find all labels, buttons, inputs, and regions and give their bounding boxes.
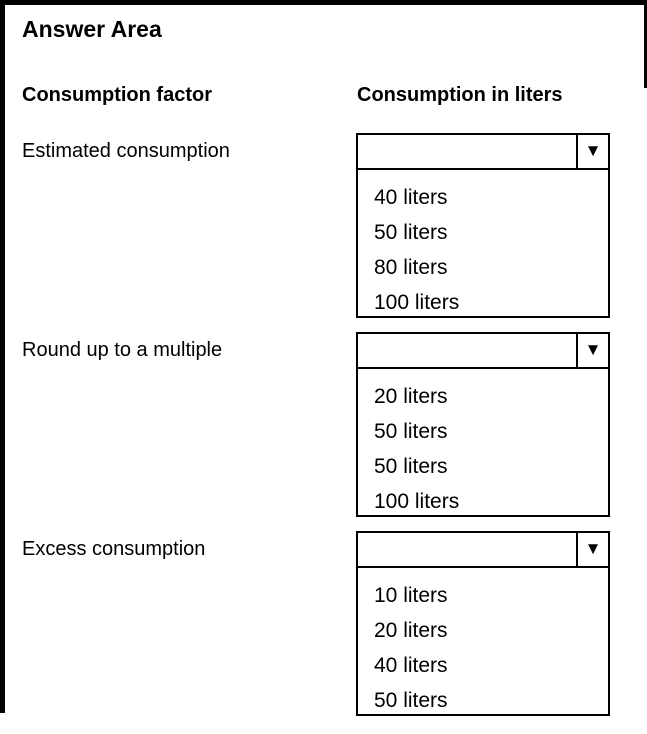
option-item[interactable]: 10 liters (374, 584, 448, 607)
option-item[interactable]: 40 liters (374, 654, 448, 677)
option-item[interactable]: 50 liters (374, 689, 448, 712)
option-item[interactable]: 40 liters (374, 186, 448, 209)
caret-down-icon: ▼ (584, 141, 602, 160)
column-header-consumption-in-liters: Consumption in liters (357, 84, 563, 106)
select-value (358, 135, 576, 168)
dropdown-arrow-button[interactable]: ▼ (576, 533, 608, 566)
frame-border-top (0, 0, 647, 5)
option-item[interactable]: 50 liters (374, 221, 448, 244)
select-value (358, 533, 576, 566)
row-label-round-up-to-a-multiple: Round up to a multiple (22, 339, 223, 361)
dropdown-arrow-button[interactable]: ▼ (576, 334, 608, 367)
select-value (358, 334, 576, 367)
options-list-estimated-consumption: 40 liters 50 liters 80 liters 100 liters (356, 168, 610, 318)
select-estimated-consumption[interactable]: ▼ (356, 133, 610, 170)
frame-border-right (644, 0, 647, 88)
frame-border-left (0, 0, 5, 713)
caret-down-icon: ▼ (584, 539, 602, 558)
select-round-up-to-a-multiple[interactable]: ▼ (356, 332, 610, 369)
option-item[interactable]: 20 liters (374, 385, 448, 408)
option-item[interactable]: 50 liters (374, 420, 448, 443)
page-title: Answer Area (22, 16, 162, 42)
option-item[interactable]: 50 liters (374, 455, 448, 478)
row-label-estimated-consumption: Estimated consumption (22, 140, 230, 162)
options-list-round-up-to-a-multiple: 20 liters 50 liters 50 liters 100 liters (356, 367, 610, 517)
option-item[interactable]: 100 liters (374, 291, 460, 314)
dropdown-arrow-button[interactable]: ▼ (576, 135, 608, 168)
option-item[interactable]: 80 liters (374, 256, 448, 279)
column-header-consumption-factor: Consumption factor (22, 84, 212, 106)
option-item[interactable]: 20 liters (374, 619, 448, 642)
options-list-excess-consumption: 10 liters 20 liters 40 liters 50 liters (356, 566, 610, 716)
select-excess-consumption[interactable]: ▼ (356, 531, 610, 568)
row-label-excess-consumption: Excess consumption (22, 538, 206, 560)
caret-down-icon: ▼ (584, 340, 602, 359)
option-item[interactable]: 100 liters (374, 490, 460, 513)
